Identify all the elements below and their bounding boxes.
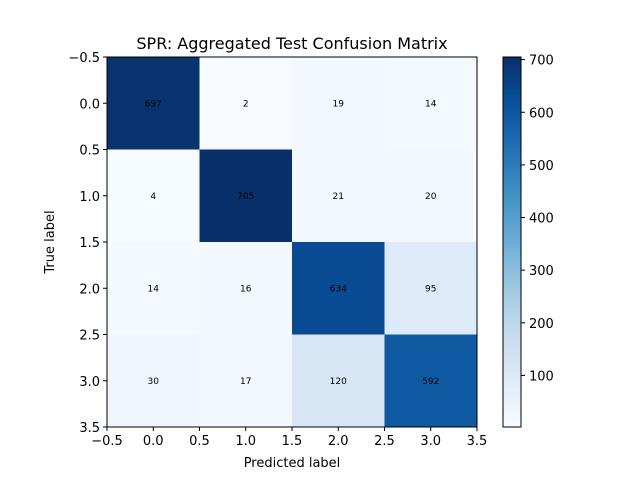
heatmap-cells bbox=[107, 57, 478, 428]
x-tick-label: 2.0 bbox=[328, 434, 349, 449]
heatmap-cell bbox=[384, 149, 478, 243]
heatmap-cell bbox=[292, 57, 385, 150]
colorbar-tick-label: 300 bbox=[529, 264, 554, 279]
y-tick-label: 0.0 bbox=[79, 97, 100, 112]
cell-value-label: 592 bbox=[422, 377, 439, 387]
y-tick-label: 3.0 bbox=[79, 375, 100, 390]
y-axis-ticks: −0.5 0.0 0.5 1.0 1.5 2.0 2.5 3.0 3.5 bbox=[68, 51, 107, 436]
y-tick-label: 2.0 bbox=[79, 282, 100, 297]
y-tick-label: 1.5 bbox=[79, 236, 100, 251]
heatmap-cell-labels: 697 2 19 14 4 705 21 20 14 16 634 95 30 17 120 592 bbox=[145, 99, 440, 387]
x-tick-label: 0.0 bbox=[143, 434, 164, 449]
colorbar-tick-label: 600 bbox=[529, 106, 554, 121]
colorbar-tick-label: 100 bbox=[529, 369, 554, 384]
cell-value-label: 19 bbox=[333, 99, 345, 109]
heatmap-cell bbox=[107, 149, 200, 243]
colorbar-tick-label: 500 bbox=[529, 159, 554, 174]
y-tick-label: 3.5 bbox=[79, 421, 100, 436]
x-tick-label: 2.5 bbox=[374, 434, 395, 449]
heatmap-cell bbox=[199, 57, 293, 150]
x-tick-label: 3.0 bbox=[420, 434, 441, 449]
cell-value-label: 4 bbox=[150, 192, 156, 202]
colorbar-gradient bbox=[503, 57, 521, 427]
x-tick-label: 1.0 bbox=[235, 434, 256, 449]
x-axis-ticks: −0.5 0.0 0.5 1.0 1.5 2.0 2.5 3.0 3.5 bbox=[91, 427, 487, 449]
cell-value-label: 17 bbox=[240, 377, 251, 387]
heatmap-cell bbox=[292, 242, 385, 335]
cell-value-label: 14 bbox=[425, 99, 437, 109]
x-axis-label: Predicted label bbox=[244, 456, 341, 471]
x-tick-label: 3.5 bbox=[467, 434, 488, 449]
heatmap-cell bbox=[107, 242, 200, 335]
heatmap-cell bbox=[199, 149, 293, 243]
heatmap-cell bbox=[384, 334, 478, 428]
heatmap-cell bbox=[384, 242, 478, 335]
cell-value-label: 697 bbox=[145, 99, 162, 109]
x-tick-label: 1.5 bbox=[282, 434, 303, 449]
chart-title: SPR: Aggregated Test Confusion Matrix bbox=[136, 34, 447, 53]
colorbar-ticks: 100 200 300 400 500 600 700 bbox=[521, 54, 554, 384]
colorbar-tick-label: 200 bbox=[529, 317, 554, 332]
y-tick-label: 1.0 bbox=[79, 190, 100, 205]
heatmap-cell bbox=[199, 334, 293, 428]
x-tick-label: −0.5 bbox=[91, 434, 123, 449]
colorbar-frame bbox=[502, 56, 522, 428]
cell-value-label: 30 bbox=[148, 377, 160, 387]
cell-value-label: 16 bbox=[240, 284, 252, 294]
cell-value-label: 705 bbox=[237, 192, 254, 202]
cell-value-label: 20 bbox=[425, 192, 437, 202]
y-tick-label: 2.5 bbox=[79, 329, 100, 344]
y-tick-label: 0.5 bbox=[79, 144, 100, 159]
heatmap-cell bbox=[292, 334, 385, 428]
y-tick-label: −0.5 bbox=[68, 51, 100, 66]
cell-value-label: 95 bbox=[425, 284, 436, 294]
heatmap-cell bbox=[292, 149, 385, 243]
cell-value-label: 21 bbox=[333, 192, 344, 202]
heatmap-cell bbox=[199, 242, 293, 335]
heatmap-cell bbox=[107, 334, 200, 428]
heatmap-cell bbox=[384, 57, 478, 150]
colorbar-tick-label: 700 bbox=[529, 54, 554, 69]
cell-value-label: 120 bbox=[330, 377, 347, 387]
cell-value-label: 2 bbox=[243, 99, 249, 109]
heatmap-cell bbox=[107, 57, 200, 150]
cell-value-label: 14 bbox=[148, 284, 160, 294]
x-tick-label: 0.5 bbox=[189, 434, 210, 449]
colorbar-tick-label: 400 bbox=[529, 212, 554, 227]
cell-value-label: 634 bbox=[330, 284, 347, 294]
y-axis-label: True label bbox=[43, 210, 58, 274]
